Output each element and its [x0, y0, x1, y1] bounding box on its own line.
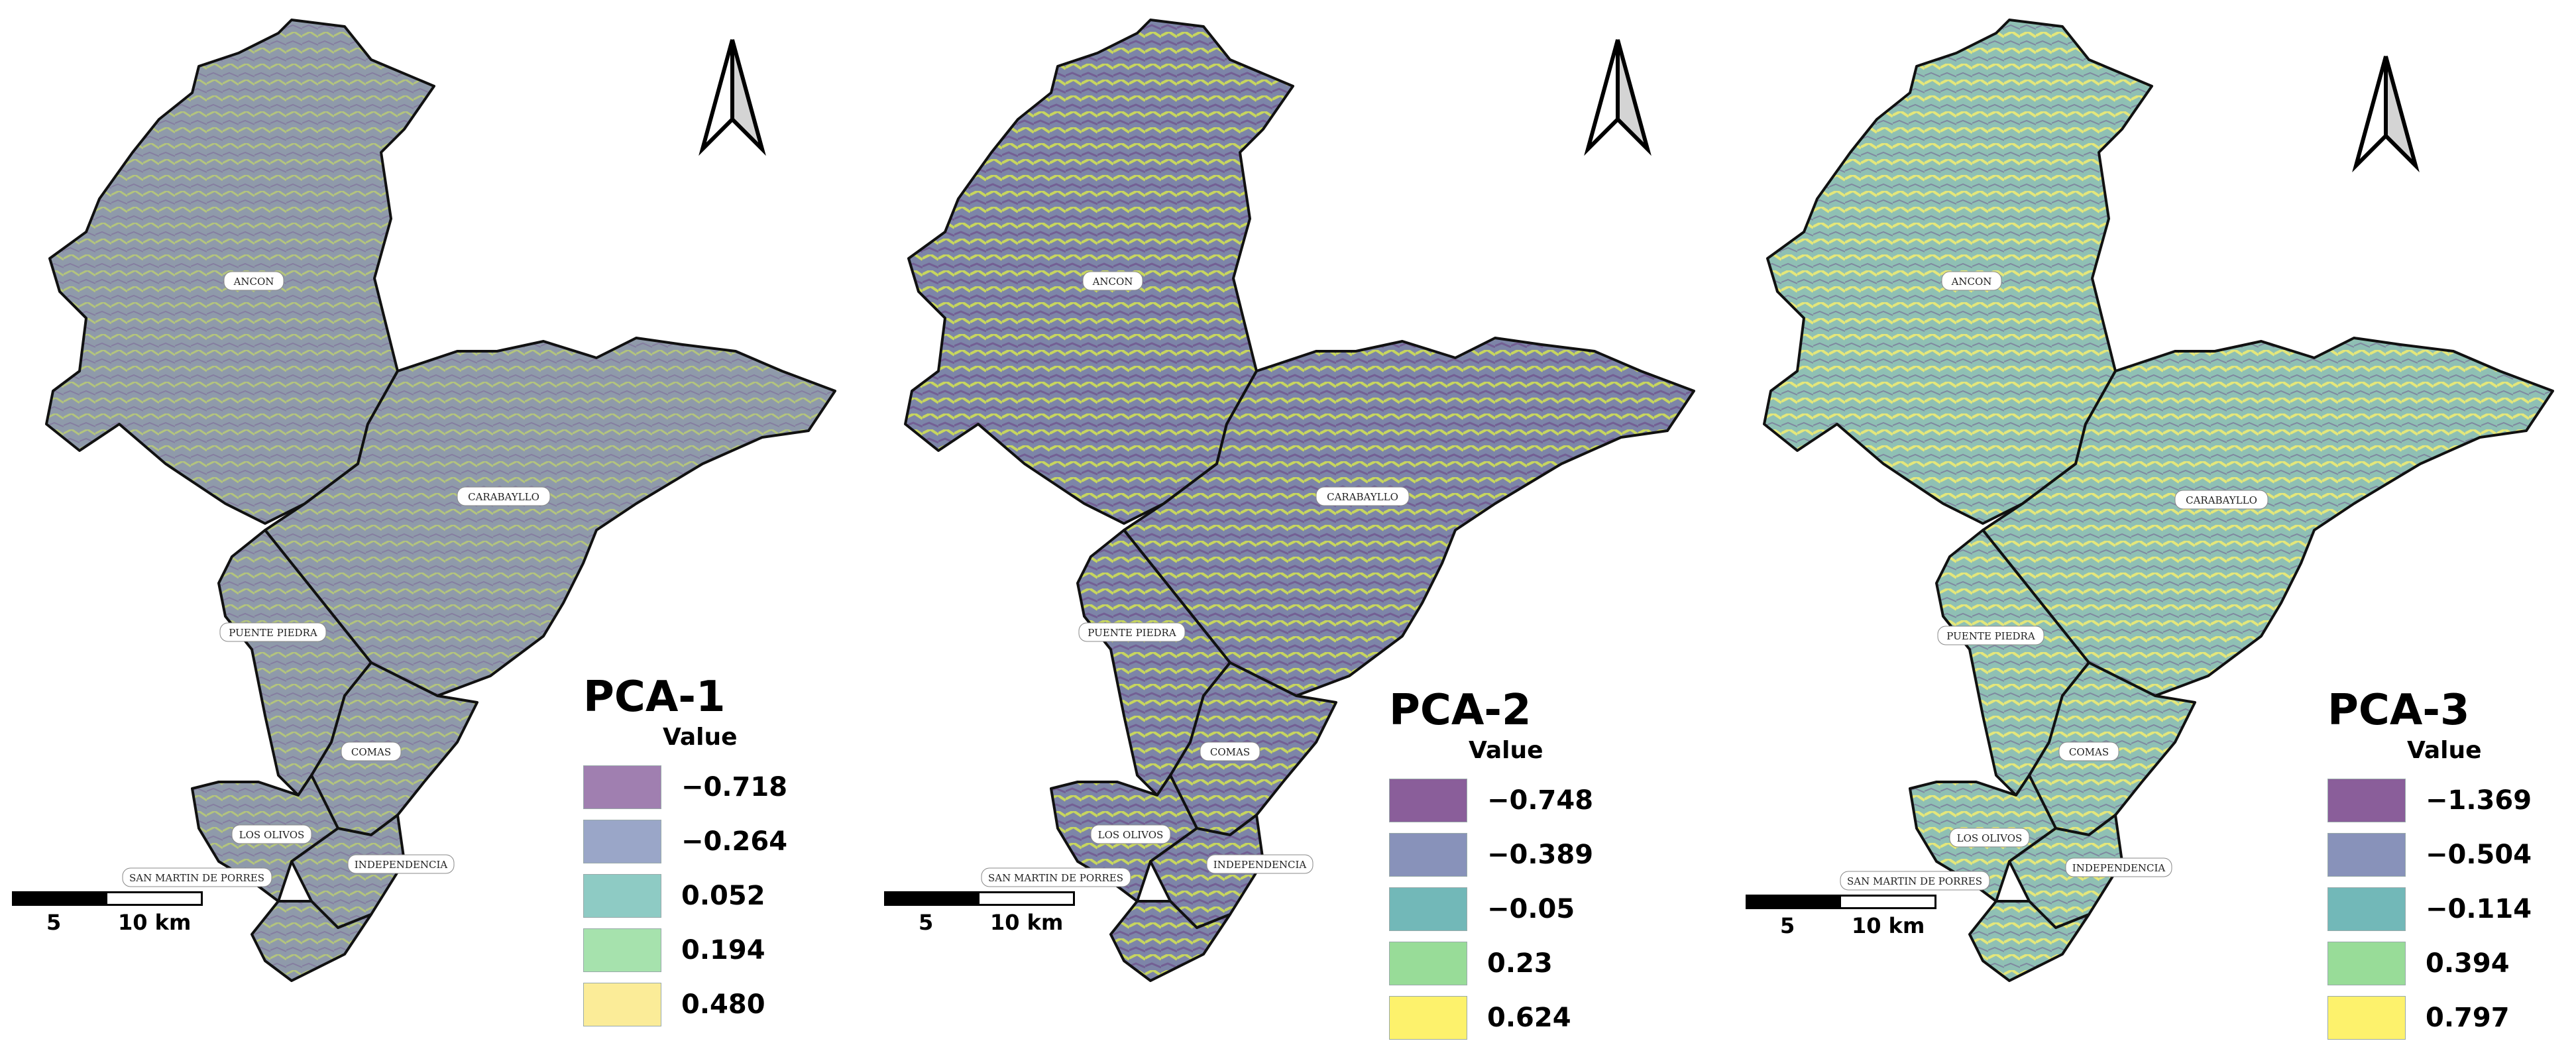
scale-label-5: 5 [1780, 913, 1795, 938]
scale-bar: 5 10 km [884, 891, 1075, 935]
legend-value: 0.194 [681, 935, 765, 965]
legend-value: −0.389 [1487, 840, 1594, 870]
legend-pca2: PCA-2 Value −0.748 −0.389 −0.05 0.23 0.624 [1389, 689, 1593, 1045]
legend-value: 0.624 [1487, 1003, 1571, 1033]
legend-swatch [583, 874, 661, 918]
legend-value-header: Value [663, 724, 738, 751]
legend-value: −0.114 [2426, 894, 2532, 924]
label-san-martin: SAN MARTIN DE PORRES [988, 872, 1123, 884]
label-los-olivos: LOS OLIVOS [239, 829, 305, 841]
legend-pca3: PCA-3 Value −1.369 −0.504 −0.114 0.394 0.797 [2327, 689, 2532, 1045]
label-puente-piedra: PUENTE PIEDRA [1946, 630, 2035, 642]
legend-swatch [583, 983, 661, 1026]
label-carabayllo: CARABAYLLO [2186, 494, 2257, 506]
map-pca1: ANCON CARABAYLLO PUENTE PIEDRA COMAS LOS… [45, 19, 836, 982]
legend-swatch [583, 765, 661, 809]
legend-swatch [1389, 779, 1467, 822]
legend-swatch [1389, 833, 1467, 877]
legend-item: −0.264 [583, 814, 787, 869]
legend-item: −1.369 [2327, 773, 2532, 828]
north-arrow [1584, 39, 1652, 156]
label-carabayllo: CARABAYLLO [468, 491, 539, 503]
label-puente-piedra: PUENTE PIEDRA [229, 627, 317, 639]
legend-item: 0.624 [1389, 991, 1593, 1045]
label-comas: COMAS [351, 746, 391, 758]
san-martin-region [1968, 900, 2090, 982]
legend-value: 0.23 [1487, 948, 1553, 979]
legend-item: −0.389 [1389, 828, 1593, 882]
legend-swatch [2327, 887, 2406, 931]
legend-value: −0.05 [1487, 894, 1575, 924]
scale-label-10km: 10 km [1852, 913, 1925, 938]
map-panel-pca1: ANCON CARABAYLLO PUENTE PIEDRA COMAS LOS… [0, 0, 859, 1034]
legend-item: 0.052 [583, 869, 787, 923]
scale-label-10km: 10 km [990, 910, 1064, 935]
legend-swatch [583, 820, 661, 863]
legend-item: −0.718 [583, 760, 787, 814]
map-pca3: ANCON CARABAYLLO PUENTE PIEDRA COMAS LOS… [1763, 19, 2554, 982]
legend-value: 0.052 [681, 881, 765, 911]
label-independencia: INDEPENDENCIA [2072, 862, 2166, 874]
legend-item: 0.23 [1389, 936, 1593, 991]
legend-item: 0.480 [583, 977, 787, 1032]
scale-bar-track [1746, 895, 1936, 909]
legend-swatch [2327, 833, 2406, 877]
legend-title: PCA-1 [583, 673, 726, 722]
map-panel-pca3: ANCON CARABAYLLO PUENTE PIEDRA COMAS LOS… [1718, 0, 2576, 1040]
label-san-martin: SAN MARTIN DE PORRES [129, 872, 264, 884]
scale-label-10km: 10 km [118, 910, 192, 935]
label-comas: COMAS [1210, 746, 1250, 758]
label-ancon: ANCON [233, 276, 274, 288]
scale-bar-track [12, 891, 203, 906]
legend-swatch [1389, 942, 1467, 985]
scale-bar: 5 10 km [1746, 895, 1936, 938]
scale-bar: 5 10 km [12, 891, 203, 935]
legend-value: 0.394 [2426, 948, 2510, 979]
label-los-olivos: LOS OLIVOS [1098, 829, 1164, 841]
legend-title: PCA-3 [2327, 686, 2470, 735]
legend-title: PCA-2 [1389, 686, 1532, 735]
legend-value: −0.748 [1487, 785, 1594, 816]
legend-swatch [2327, 942, 2406, 985]
legend-item: −0.05 [1389, 882, 1593, 936]
san-martin-region [1109, 900, 1231, 982]
legend-value: −0.264 [681, 826, 788, 857]
legend-value-header: Value [2407, 737, 2482, 764]
legend-value: −1.369 [2426, 785, 2532, 816]
map-pca2: ANCON CARABAYLLO PUENTE PIEDRA COMAS LOS… [904, 19, 1695, 982]
north-arrow [699, 39, 766, 156]
label-san-martin: SAN MARTIN DE PORRES [1847, 875, 1982, 887]
legend-item: −0.114 [2327, 882, 2532, 936]
label-comas: COMAS [2069, 746, 2109, 758]
legend-pca1: PCA-1 Value −0.718 −0.264 0.052 0.194 0.480 [583, 676, 787, 1032]
legend-item: 0.394 [2327, 936, 2532, 991]
legend-swatch [2327, 779, 2406, 822]
label-los-olivos: LOS OLIVOS [1957, 832, 2023, 844]
legend-value-header: Value [1469, 737, 1543, 764]
legend-item: −0.748 [1389, 773, 1593, 828]
legend-swatch [2327, 996, 2406, 1040]
legend-item: −0.504 [2327, 828, 2532, 882]
label-carabayllo: CARABAYLLO [1327, 491, 1398, 503]
label-independencia: INDEPENDENCIA [355, 859, 448, 871]
legend-value: 0.797 [2426, 1003, 2510, 1033]
label-independencia: INDEPENDENCIA [1213, 859, 1307, 871]
north-arrow [2352, 56, 2420, 173]
legend-swatch [1389, 996, 1467, 1040]
legend-value: −0.504 [2426, 840, 2532, 870]
scale-label-5: 5 [919, 910, 934, 935]
label-ancon: ANCON [1092, 276, 1133, 288]
legend-item: 0.797 [2327, 991, 2532, 1045]
label-ancon: ANCON [1951, 276, 1992, 288]
map-panel-pca2: ANCON CARABAYLLO PUENTE PIEDRA COMAS LOS… [859, 0, 1718, 1040]
san-martin-region [251, 900, 372, 982]
legend-value: 0.480 [681, 989, 765, 1020]
scale-bar-track [884, 891, 1075, 906]
legend-swatch [583, 928, 661, 972]
legend-swatch [1389, 887, 1467, 931]
legend-item: 0.194 [583, 923, 787, 977]
scale-label-5: 5 [46, 910, 62, 935]
label-puente-piedra: PUENTE PIEDRA [1088, 627, 1176, 639]
legend-value: −0.718 [681, 772, 788, 802]
